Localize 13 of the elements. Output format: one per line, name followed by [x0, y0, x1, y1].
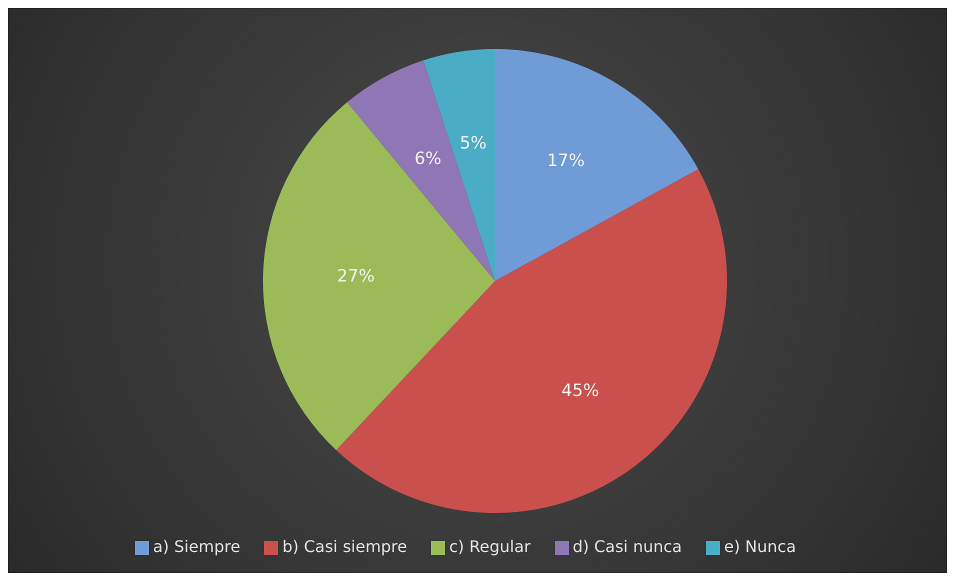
data-label: 6% [414, 149, 442, 170]
pie-slice [336, 169, 727, 513]
legend-label: e) Nunca [724, 537, 796, 556]
pie-slice [263, 102, 495, 450]
data-label: 45% [561, 380, 600, 401]
data-label: 5% [460, 134, 487, 154]
legend-label: d) Casi nunca [572, 537, 682, 556]
legend-label: b) Casi siempre [282, 537, 408, 556]
pie-slice [495, 49, 698, 281]
legend-label: a) Siempre [152, 537, 240, 556]
data-label: 27% [336, 266, 375, 287]
legend-label: c) Regular [449, 537, 531, 556]
data-label: 17% [546, 151, 585, 172]
